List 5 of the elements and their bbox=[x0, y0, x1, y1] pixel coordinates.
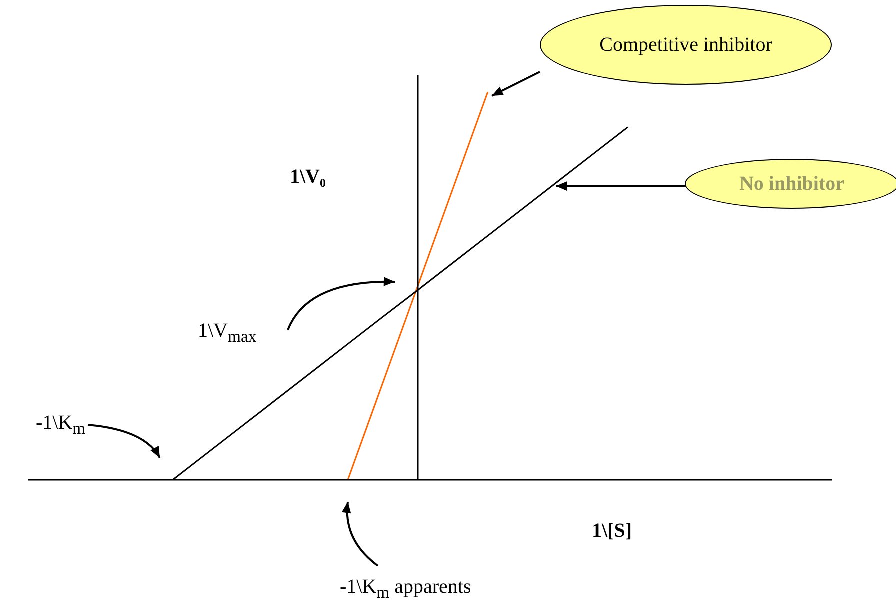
annotation: -1\K$_{m}$ bbox=[36, 412, 86, 439]
annotation: 1\V$_{max}$ bbox=[198, 320, 257, 347]
text: -1\K$_{m}$ apparents bbox=[340, 576, 472, 603]
y-axis-title: 1\V₀ bbox=[290, 166, 326, 189]
x-axis-title: 1\[S] bbox=[592, 520, 632, 543]
